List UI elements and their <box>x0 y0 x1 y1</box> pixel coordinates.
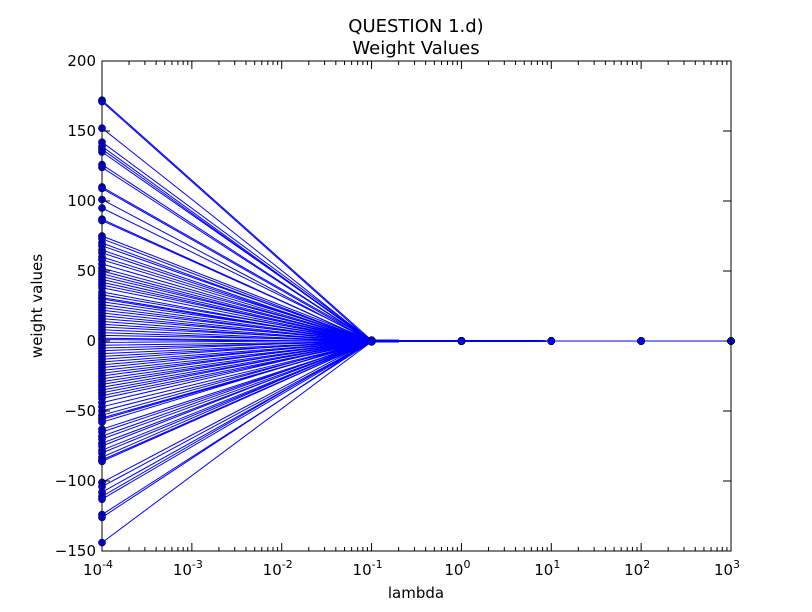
series-line <box>101 340 732 544</box>
x-tick-label: 10-4 <box>83 558 113 579</box>
y-tick-label: −100 <box>55 472 96 490</box>
y-tick-label: 200 <box>67 52 96 70</box>
y-tick-label: 100 <box>67 192 96 210</box>
y-tick-label: −50 <box>64 402 96 420</box>
y-tick-label: 50 <box>77 262 96 280</box>
chart-subtitle: Weight Values <box>352 38 479 59</box>
x-axis-label: lambda <box>388 584 444 602</box>
x-tick-label: 102 <box>624 558 650 579</box>
x-tick-label: 10-2 <box>263 558 293 579</box>
data-point <box>457 337 466 345</box>
data-point <box>367 337 376 346</box>
x-tick-labels: 10-4 10-3 10-2 10-1 100 101 102 103 <box>83 558 740 579</box>
x-tick-label: 101 <box>534 558 560 579</box>
y-axis-label: weight values <box>28 254 46 358</box>
chart-title: QUESTION 1.d) <box>348 16 483 37</box>
y-tick-label: 0 <box>86 332 96 350</box>
marker-layer <box>98 96 735 547</box>
x-tick-label: 10-3 <box>173 558 203 579</box>
x-tick-label: 100 <box>444 558 470 579</box>
series-layer <box>101 99 732 544</box>
data-point <box>637 337 645 345</box>
x-tick-label: 10-1 <box>353 558 383 579</box>
x-tick-label: 103 <box>714 558 740 579</box>
data-point <box>547 337 556 345</box>
y-tick-labels: 200 150 100 50 0 −50 −100 −150 <box>55 52 96 560</box>
y-tick-label: −150 <box>55 542 96 560</box>
tick-layer <box>101 60 732 552</box>
y-tick-label: 150 <box>67 122 96 140</box>
plot-frame <box>101 60 732 552</box>
